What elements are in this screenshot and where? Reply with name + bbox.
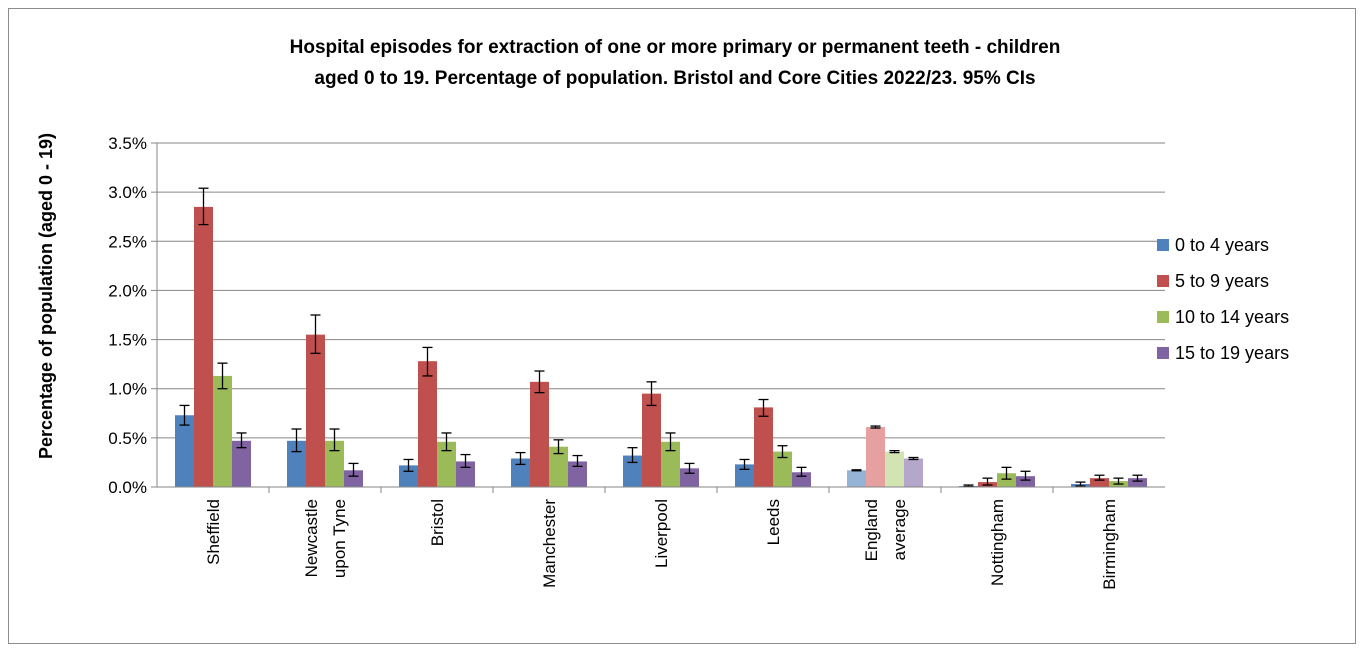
bar xyxy=(418,361,437,487)
bar xyxy=(530,381,549,487)
bar xyxy=(194,206,213,487)
bar xyxy=(773,451,792,487)
bar xyxy=(437,441,456,487)
bar xyxy=(232,440,251,487)
legend-label: 15 to 19 years xyxy=(1175,343,1289,363)
x-tick-label: Birmingham xyxy=(1100,499,1119,590)
y-tick-label: 3.0% xyxy=(108,183,147,202)
x-tick-label: Sheffield xyxy=(204,499,223,565)
bar xyxy=(175,415,194,487)
bar xyxy=(511,458,530,487)
x-tick-label: Manchester xyxy=(540,499,559,588)
bar xyxy=(847,470,866,487)
bar xyxy=(287,440,306,487)
bar xyxy=(623,455,642,487)
bar xyxy=(885,451,904,487)
y-tick-label: 0.0% xyxy=(108,478,147,497)
y-tick-label: 3.5% xyxy=(108,134,147,153)
legend-swatch xyxy=(1157,275,1169,287)
bar xyxy=(997,473,1016,487)
y-tick-label: 2.0% xyxy=(108,281,147,300)
legend: 0 to 4 years 5 to 9 years 10 to 14 years 15… xyxy=(1157,235,1289,363)
bar xyxy=(661,441,680,487)
x-tick-label: Bristol xyxy=(428,499,447,546)
legend-label: 5 to 9 years xyxy=(1175,271,1269,291)
bar xyxy=(1016,476,1035,487)
bars-layer xyxy=(175,187,1147,488)
chart-frame xyxy=(8,8,1356,644)
axes-layer: 0.0% 0.5% 1.0% 1.5% 2.0% 2.5% 3.0% 3.5% Sheffiel… xyxy=(108,134,1165,590)
bar xyxy=(754,407,773,487)
legend-swatch xyxy=(1157,239,1169,251)
legend-swatch xyxy=(1157,347,1169,359)
y-tick-label: 2.5% xyxy=(108,232,147,251)
bar xyxy=(1128,478,1147,487)
bar xyxy=(213,375,232,487)
x-tick-label: upon Tyne xyxy=(330,499,349,578)
bar xyxy=(568,461,587,487)
bar xyxy=(344,470,363,487)
x-tick-label: England xyxy=(862,499,881,561)
bar xyxy=(904,458,923,487)
bar xyxy=(642,393,661,487)
chart-title-line-2: aged 0 to 19. Percentage of population. … xyxy=(314,68,1035,89)
y-tick-label: 1.5% xyxy=(108,331,147,350)
x-tick-label: Liverpool xyxy=(652,499,671,568)
bar xyxy=(549,446,568,487)
bar xyxy=(325,440,344,487)
x-tick-label: Newcastle xyxy=(302,499,321,577)
x-tick-label: average xyxy=(890,499,909,560)
legend-label: 0 to 4 years xyxy=(1175,235,1269,255)
y-tick-label: 0.5% xyxy=(108,429,147,448)
bar xyxy=(866,427,885,487)
y-axis-label: Percentage of population (aged 0 - 19) xyxy=(36,133,56,459)
chart-title-line-1: Hospital episodes for extraction of one … xyxy=(290,37,1061,58)
bar xyxy=(306,334,325,487)
bar xyxy=(735,464,754,487)
x-tick-label: Nottingham xyxy=(988,499,1007,586)
y-tick-label: 1.0% xyxy=(108,380,147,399)
legend-label: 10 to 14 years xyxy=(1175,307,1289,327)
x-tick-label: Leeds xyxy=(764,499,783,545)
legend-swatch xyxy=(1157,311,1169,323)
bar xyxy=(1090,478,1109,487)
